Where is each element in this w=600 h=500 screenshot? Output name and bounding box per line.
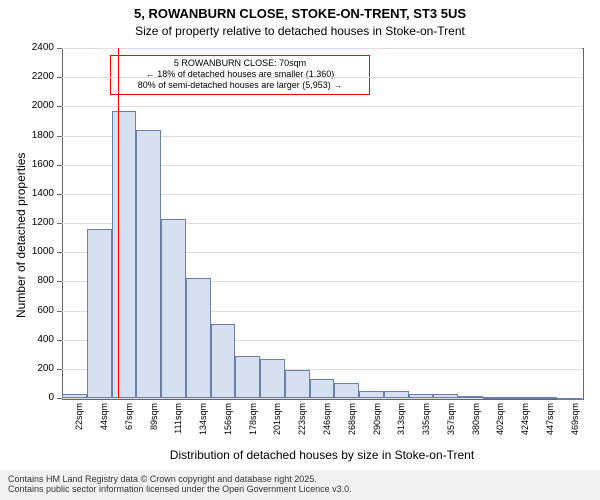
y-tick — [57, 369, 62, 370]
footer-line: Contains HM Land Registry data © Crown c… — [8, 474, 592, 484]
x-tick-label: 268sqm — [347, 403, 357, 453]
histogram-bar — [87, 229, 112, 398]
histogram-bar — [161, 219, 186, 398]
annotation-line: 5 ROWANBURN CLOSE: 70sqm — [115, 58, 365, 69]
x-tick-label: 447sqm — [545, 403, 555, 453]
x-tick-label: 335sqm — [421, 403, 431, 453]
y-tick-label: 0 — [0, 392, 54, 403]
histogram-bar — [409, 394, 434, 398]
histogram-bar — [186, 278, 211, 398]
histogram-bar — [334, 383, 359, 398]
histogram-bar — [532, 397, 557, 399]
histogram-bar — [433, 394, 458, 398]
x-tick-label: 89sqm — [149, 403, 159, 453]
gridline — [62, 48, 582, 49]
chart-container: 5, ROWANBURN CLOSE, STOKE-ON-TRENT, ST3 … — [0, 0, 600, 500]
histogram-bar — [112, 111, 137, 398]
x-tick-label: 357sqm — [446, 403, 456, 453]
histogram-bar — [458, 396, 483, 398]
gridline — [62, 106, 582, 107]
y-tick — [57, 252, 62, 253]
histogram-bar — [285, 370, 310, 398]
y-tick — [57, 311, 62, 312]
y-tick-label: 200 — [0, 363, 54, 374]
y-tick — [57, 136, 62, 137]
y-tick — [57, 223, 62, 224]
y-tick-label: 1200 — [0, 217, 54, 228]
x-tick-label: 469sqm — [570, 403, 580, 453]
y-tick-label: 600 — [0, 305, 54, 316]
y-tick — [57, 165, 62, 166]
x-tick-label: 22sqm — [74, 403, 84, 453]
y-tick-label: 800 — [0, 275, 54, 286]
y-tick-label: 2000 — [0, 100, 54, 111]
histogram-bar — [508, 397, 533, 399]
chart-title: 5, ROWANBURN CLOSE, STOKE-ON-TRENT, ST3 … — [0, 6, 600, 21]
y-tick-label: 400 — [0, 334, 54, 345]
x-tick-label: 246sqm — [322, 403, 332, 453]
histogram-bar — [483, 397, 508, 399]
y-tick-label: 2400 — [0, 42, 54, 53]
x-tick-label: 424sqm — [520, 403, 530, 453]
x-tick-label: 290sqm — [372, 403, 382, 453]
annotation-box: 5 ROWANBURN CLOSE: 70sqm← 18% of detache… — [110, 55, 370, 95]
histogram-bar — [62, 394, 87, 398]
x-tick-label: 313sqm — [396, 403, 406, 453]
histogram-bar — [136, 130, 161, 398]
footer-line: Contains public sector information licen… — [8, 484, 592, 494]
y-tick-label: 1000 — [0, 246, 54, 257]
histogram-bar — [235, 356, 260, 398]
histogram-bar — [211, 324, 236, 398]
histogram-bar — [384, 391, 409, 398]
y-tick-label: 2200 — [0, 71, 54, 82]
x-tick-label: 67sqm — [124, 403, 134, 453]
y-tick — [57, 340, 62, 341]
y-axis-label: Number of detached properties — [14, 153, 28, 318]
property-marker-line — [118, 48, 119, 398]
y-tick — [57, 194, 62, 195]
y-tick — [57, 77, 62, 78]
x-tick-label: 178sqm — [248, 403, 258, 453]
x-tick-label: 134sqm — [198, 403, 208, 453]
gridline — [62, 77, 582, 78]
x-tick-label: 201sqm — [272, 403, 282, 453]
x-tick-label: 402sqm — [495, 403, 505, 453]
y-tick-label: 1800 — [0, 130, 54, 141]
y-tick — [57, 48, 62, 49]
y-tick — [57, 281, 62, 282]
histogram-bar — [310, 379, 335, 398]
histogram-bar — [557, 398, 582, 400]
chart-subtitle: Size of property relative to detached ho… — [0, 24, 600, 38]
y-tick-label: 1400 — [0, 188, 54, 199]
x-tick-label: 44sqm — [99, 403, 109, 453]
x-tick-label: 156sqm — [223, 403, 233, 453]
x-tick-label: 223sqm — [297, 403, 307, 453]
x-tick-label: 111sqm — [173, 403, 183, 453]
histogram-bar — [260, 359, 285, 398]
x-tick-label: 380sqm — [471, 403, 481, 453]
y-tick — [57, 398, 62, 399]
y-tick-label: 1600 — [0, 159, 54, 170]
footer-credits: Contains HM Land Registry data © Crown c… — [0, 470, 600, 500]
histogram-bar — [359, 391, 384, 398]
y-tick — [57, 106, 62, 107]
annotation-line: 80% of semi-detached houses are larger (… — [115, 80, 365, 91]
